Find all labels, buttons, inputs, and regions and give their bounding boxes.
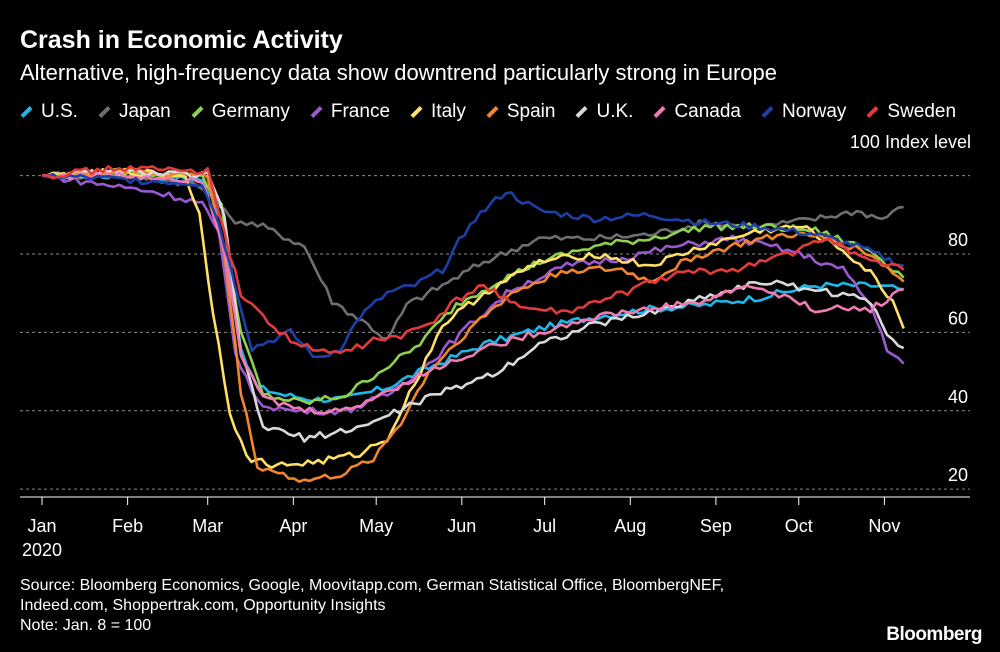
x-tick-label: Jan [27,516,56,536]
legend-label: Italy [431,101,466,122]
series-line-italy [41,167,905,469]
source-line-2: Indeed.com, Shoppertrak.com, Opportunity… [20,597,386,614]
x-tick-label: Mar [192,516,223,536]
y-tick-label: 60 [948,308,968,328]
y-axis-label: 100 Index level [849,132,971,152]
legend-label: U.K. [596,101,634,122]
source-line-1: Source: Bloomberg Economics, Google, Moo… [20,577,725,594]
legend-item: U.S. [20,101,78,123]
legend-item: France [310,101,390,123]
legend-label: Germany [211,101,290,122]
legend-item: U.K. [575,101,633,123]
chart-title: Crash in Economic Activity [20,26,343,54]
line-chart: 20 40 60 80 Jan Feb Mar Apr May Jun Jul Aug Sep Oct No… [20,165,970,560]
y-tick-label: 80 [948,230,968,250]
bloomberg-logo: Bloomberg [886,624,982,645]
legend-item: Norway [761,101,846,123]
legend-label: France [330,101,391,122]
x-year-label: 2020 [22,540,62,560]
legend-item: Japan [98,101,171,123]
legend-label: Spain [506,101,556,122]
x-tick-label: May [359,516,393,536]
legend-label: Sweden [887,101,957,122]
legend-item: Germany [191,101,290,123]
x-tick-label: Sep [700,516,732,536]
x-tick-label: Jun [447,516,476,536]
series-line-canada [42,171,904,415]
legend-item: Canada [653,101,741,123]
source-notes: Source: Bloomberg Economics, Google, Moo… [20,576,724,636]
series-line-norway [41,172,904,359]
y-tick-label: 20 [948,465,968,485]
legend-label: U.S. [41,101,78,122]
chart-subtitle: Alternative, high-frequency data show do… [20,60,777,85]
x-tick-label: Feb [112,516,143,536]
note-line: Note: Jan. 8 = 100 [20,617,152,634]
x-tick-label: Oct [785,516,813,536]
series-line-germany [41,167,905,406]
legend-label: Canada [674,101,741,122]
legend-item: Spain [486,101,556,123]
series-line-spain [41,167,905,483]
legend-label: Norway [782,101,847,122]
y-tick-label: 40 [948,387,968,407]
x-tick-label: Nov [868,516,900,536]
x-tick-label: Jul [533,516,556,536]
series-line-us [42,171,904,404]
x-tick-label: Apr [279,516,307,536]
legend-item: Sweden [866,101,956,123]
series-line-sweden [41,165,905,355]
x-tick-label: Aug [614,516,646,536]
series-line-france [41,174,905,416]
series-line-uk [41,168,905,443]
chart-legend: U.S. Japan Germany France Italy Spain U.K. Cana… [20,101,976,123]
legend-label: Japan [118,101,171,122]
legend-item: Italy [410,101,466,123]
